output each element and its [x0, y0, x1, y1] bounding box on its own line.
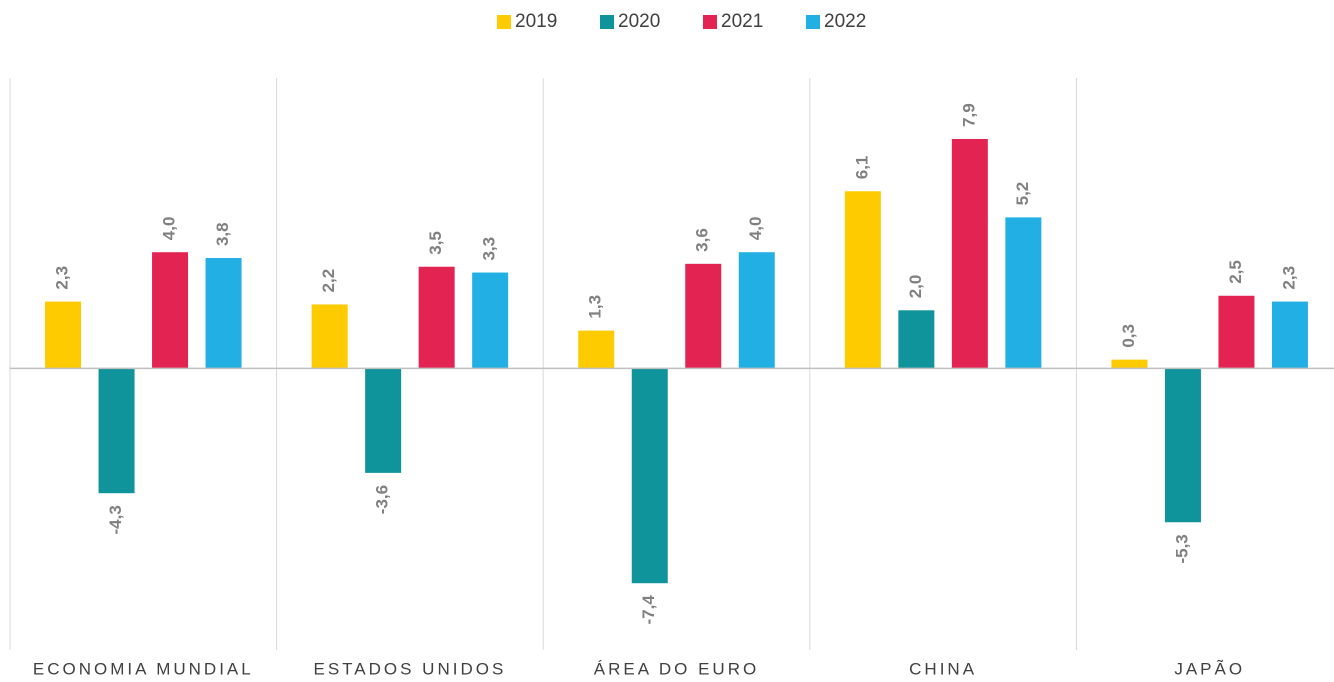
- data-label: -4,3: [106, 505, 125, 534]
- data-label: 2,3: [1279, 266, 1298, 290]
- legend-label: 2019: [515, 11, 557, 32]
- legend-swatch: [497, 15, 511, 29]
- bar: [1111, 359, 1148, 369]
- bar: [152, 252, 189, 369]
- bar: [1005, 217, 1042, 369]
- data-label: -7,4: [639, 595, 658, 625]
- bar: [685, 263, 722, 369]
- x-tick-label: ÁREA DO EURO: [594, 659, 759, 678]
- data-label: 0,3: [1119, 324, 1138, 348]
- bar: [45, 301, 82, 369]
- bar: [951, 138, 988, 369]
- bar: [205, 258, 242, 369]
- data-label: 3,6: [693, 228, 712, 252]
- bar: [418, 266, 455, 369]
- bar: [311, 304, 348, 369]
- bar: [98, 368, 135, 494]
- data-label: 3,8: [213, 222, 232, 246]
- data-label: 3,5: [426, 231, 445, 255]
- legend-swatch: [806, 15, 820, 29]
- data-label: 2,3: [53, 266, 72, 290]
- bar: [631, 368, 668, 584]
- bar: [844, 191, 881, 369]
- data-label: 4,0: [746, 217, 765, 241]
- legend-swatch: [703, 15, 717, 29]
- legend-label: 2020: [618, 11, 660, 32]
- x-tick-label: JAPÃO: [1174, 659, 1245, 678]
- bar: [1271, 301, 1308, 369]
- data-label: 6,1: [852, 156, 871, 180]
- bar: [1218, 295, 1255, 369]
- data-label: 5,2: [1013, 182, 1032, 206]
- bar: [1164, 368, 1201, 523]
- legend-label: 2021: [721, 11, 763, 32]
- bar: [898, 310, 935, 369]
- data-label: -5,3: [1172, 534, 1191, 563]
- data-label: 1,3: [586, 295, 605, 319]
- x-tick-label: ECONOMIA MUNDIAL: [33, 659, 254, 678]
- bar: [365, 368, 402, 473]
- data-label: -3,6: [373, 485, 392, 514]
- bar: [472, 272, 509, 369]
- data-label: 2,5: [1226, 260, 1245, 284]
- legend-swatch: [600, 15, 614, 29]
- data-label: 7,9: [959, 103, 978, 127]
- data-label: 2,0: [906, 275, 925, 299]
- data-label: 4,0: [160, 217, 179, 241]
- data-label: 3,3: [480, 237, 499, 261]
- bar: [738, 252, 775, 369]
- x-tick-label: ESTADOS UNIDOS: [313, 659, 506, 678]
- bar: [578, 330, 615, 369]
- legend-label: 2022: [824, 11, 866, 32]
- x-tick-label: CHINA: [909, 659, 977, 678]
- data-label: 2,2: [319, 269, 338, 293]
